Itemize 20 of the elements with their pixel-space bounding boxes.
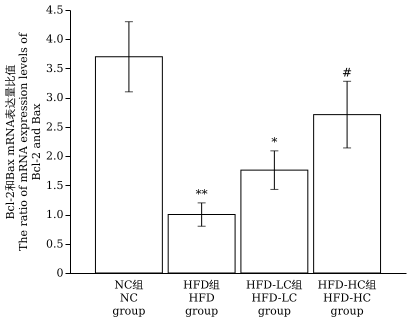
y-tick-label: 2.0 [46, 150, 64, 163]
y-tick-label: 4.5 [46, 4, 64, 16]
y-tick-label: 4.0 [46, 32, 64, 46]
y-tick-label: 1.0 [46, 208, 64, 222]
y-tick-label: 1.5 [46, 178, 64, 192]
y-tick-label: 0 [56, 266, 64, 280]
x-tick-label: HFD组 HFD group [183, 278, 220, 318]
text: Bcl-2和Bax mRNA表达量比值 [4, 64, 18, 220]
annotation: ** [196, 186, 208, 201]
x-tick-label: HFD-HC组 HFD-HC group [318, 278, 377, 318]
annotation: # [342, 65, 352, 80]
y-tick-label: 3.5 [46, 62, 64, 75]
x-tick-label: NC组 NC group [112, 278, 146, 318]
text: The ratio of mRNA expression levels of [17, 33, 30, 251]
y-tick-label: 0.5 [46, 237, 64, 250]
annotation: * [271, 134, 278, 149]
x-tick-label: HFD-LC组 HFD-LC group [246, 278, 303, 318]
y-tick-label: 3.0 [46, 91, 64, 104]
text: Bcl-2 and Bax [30, 104, 44, 180]
y-tick-label: 2.5 [46, 120, 64, 134]
